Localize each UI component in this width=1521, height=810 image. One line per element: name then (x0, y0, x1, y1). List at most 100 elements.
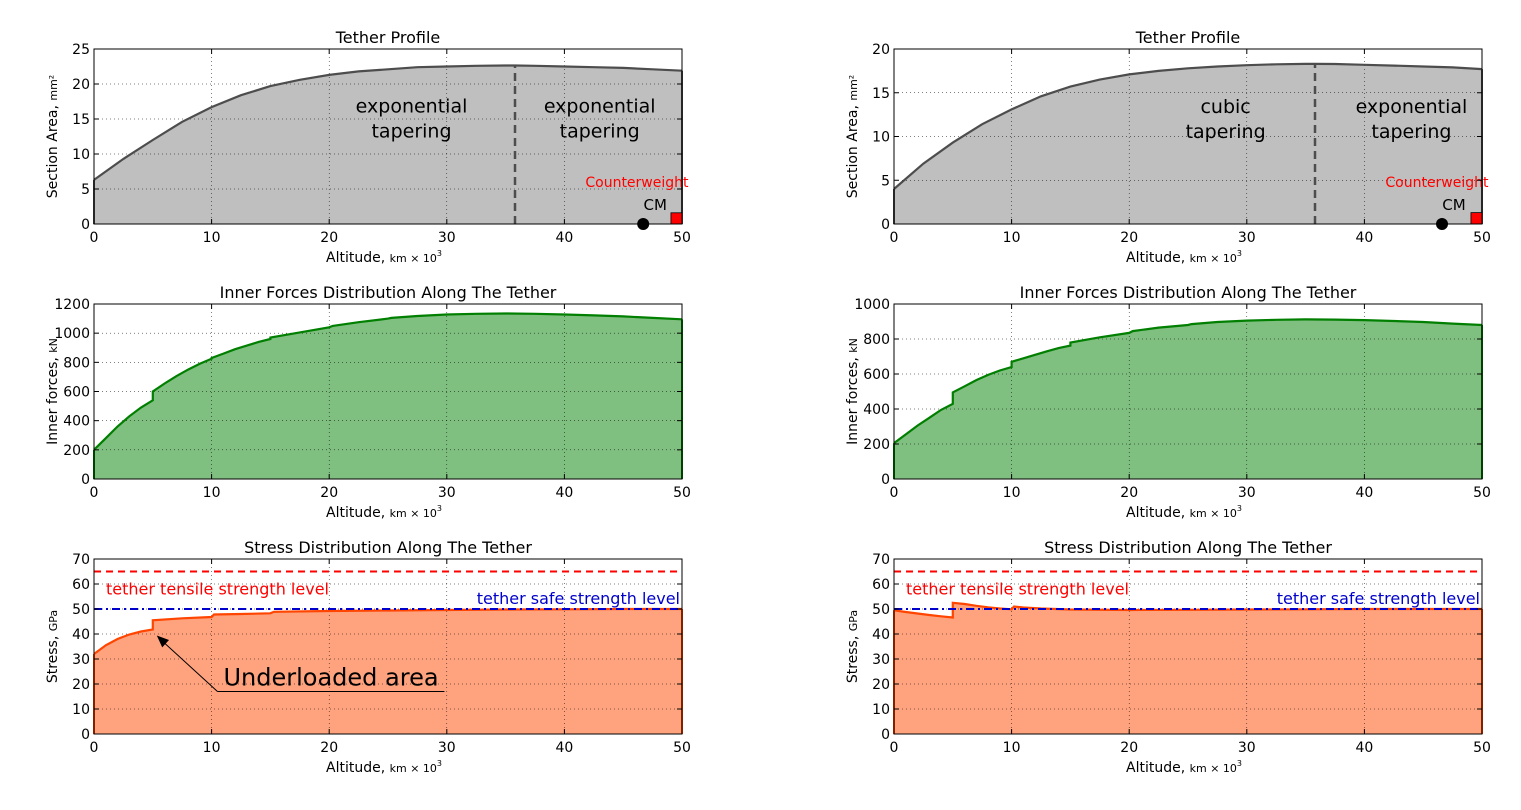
y-tick-label: 10 (872, 702, 890, 718)
x-tick-label: 0 (890, 230, 899, 246)
y-axis-label: Section Area, mm² (45, 75, 61, 198)
x-tick-label: 10 (1003, 740, 1021, 756)
series-line (893, 318, 1483, 444)
y-tick-label: 0 (881, 727, 890, 743)
x-tick-label: 50 (673, 485, 691, 501)
panel-title: Tether Profile (1135, 28, 1241, 47)
y-tick-label: 20 (872, 42, 890, 58)
series-line (93, 64, 683, 181)
tapering-annotation: tapering (560, 121, 640, 143)
axes-frame (93, 48, 683, 225)
x-tick-label: 0 (890, 740, 899, 756)
reference-line-label: tether safe strength level (477, 589, 680, 608)
x-tick-label: 10 (1003, 230, 1021, 246)
y-tick-label: 1000 (54, 326, 90, 342)
x-tick-label: 40 (555, 230, 573, 246)
counterweight-label: Counterweight (1385, 175, 1489, 191)
tapering-annotation: cubic (1200, 96, 1250, 118)
x-tick-label: 50 (1473, 230, 1491, 246)
x-axis-label: Altitude, km × 103 (1126, 759, 1242, 776)
area-fill (894, 319, 1482, 479)
y-tick-label: 0 (81, 217, 90, 233)
y-tick-label: 0 (881, 472, 890, 488)
y-tick-label: 40 (872, 627, 890, 643)
x-tick-label: 30 (1238, 485, 1256, 501)
y-tick-label: 10 (72, 702, 90, 718)
area-fill (894, 602, 1482, 734)
chart-panel-left-top: exponential tapering exponential tapering CM… (45, 28, 691, 266)
counterweight-label: Counterweight (585, 175, 689, 191)
panel-title: Inner Forces Distribution Along The Teth… (220, 283, 557, 302)
x-tick-label: 10 (203, 230, 221, 246)
x-tick-label: 0 (90, 230, 99, 246)
annotation-arrow-head (156, 635, 170, 648)
x-tick-label: 0 (90, 485, 99, 501)
x-tick-label: 10 (203, 740, 221, 756)
y-tick-label: 0 (81, 472, 90, 488)
axes-frame (893, 558, 1483, 735)
reference-line-label: tether safe strength level (1277, 589, 1480, 608)
counterweight-marker (670, 212, 683, 225)
y-axis-label: Inner forces, kN (45, 338, 61, 445)
y-tick-label: 70 (872, 552, 890, 568)
x-tick-label: 10 (203, 485, 221, 501)
y-tick-label: 1000 (854, 297, 890, 313)
cm-label: CM (643, 196, 666, 214)
x-tick-label: 20 (320, 485, 338, 501)
panel-title: Tether Profile (335, 28, 441, 47)
x-tick-label: 40 (1355, 740, 1373, 756)
y-tick-label: 1200 (54, 297, 90, 313)
x-tick-label: 40 (1355, 485, 1373, 501)
area-fill (94, 609, 682, 734)
reference-line-label: tether tensile strength level (106, 580, 329, 599)
y-tick-label: 600 (63, 385, 90, 401)
x-tick-label: 40 (1355, 230, 1373, 246)
y-tick-label: 0 (881, 217, 890, 233)
x-tick-label: 30 (1238, 230, 1256, 246)
x-tick-label: 20 (320, 740, 338, 756)
tapering-annotation: tapering (1371, 121, 1451, 143)
y-tick-label: 20 (72, 677, 90, 693)
x-tick-label: 20 (1120, 230, 1138, 246)
panel-title: Inner Forces Distribution Along The Teth… (1020, 283, 1357, 302)
panel-title: Stress Distribution Along The Tether (1044, 538, 1332, 557)
chart-panel-right-middle: 0 10 20 30 40 50 0 200 400 600 800 1000 Inner Forces… (845, 283, 1491, 521)
x-tick-label: 40 (555, 485, 573, 501)
x-axis-label: Altitude, km × 103 (1126, 249, 1242, 266)
x-axis-label: Altitude, km × 103 (326, 504, 442, 521)
y-tick-label: 800 (863, 332, 890, 348)
y-tick-label: 200 (63, 443, 90, 459)
x-tick-label: 0 (890, 485, 899, 501)
axes-frame (93, 558, 683, 735)
x-tick-label: 10 (1003, 485, 1021, 501)
tapering-annotation: tapering (371, 121, 451, 143)
series-line (893, 62, 1483, 190)
x-axis-label: Altitude, km × 103 (1126, 504, 1242, 521)
y-tick-label: 0 (81, 727, 90, 743)
tapering-annotation: exponential (1356, 96, 1468, 118)
y-tick-label: 25 (72, 42, 90, 58)
y-tick-label: 60 (72, 577, 90, 593)
x-tick-label: 20 (320, 230, 338, 246)
tapering-annotation: exponential (544, 96, 656, 118)
panel-title: Stress Distribution Along The Tether (244, 538, 532, 557)
y-tick-label: 15 (72, 112, 90, 128)
y-tick-label: 200 (863, 437, 890, 453)
area-fill (894, 63, 1482, 225)
x-tick-label: 30 (438, 740, 456, 756)
tapering-annotation: exponential (356, 96, 468, 118)
series-line (93, 312, 683, 451)
y-tick-label: 15 (872, 86, 890, 102)
x-tick-label: 0 (90, 740, 99, 756)
y-tick-label: 5 (881, 173, 890, 189)
y-axis-label: Stress, GPa (45, 610, 61, 683)
y-tick-label: 600 (863, 367, 890, 383)
y-axis-label: Inner forces, kN (845, 338, 861, 445)
y-tick-label: 30 (72, 652, 90, 668)
chart-panel-right-top: cubic tapering exponential tapering CM Counte… (845, 28, 1491, 266)
y-tick-label: 400 (863, 402, 890, 418)
x-tick-label: 30 (438, 230, 456, 246)
y-axis-label: Section Area, mm² (845, 75, 861, 198)
annotation-arrow-shaft (162, 641, 218, 692)
